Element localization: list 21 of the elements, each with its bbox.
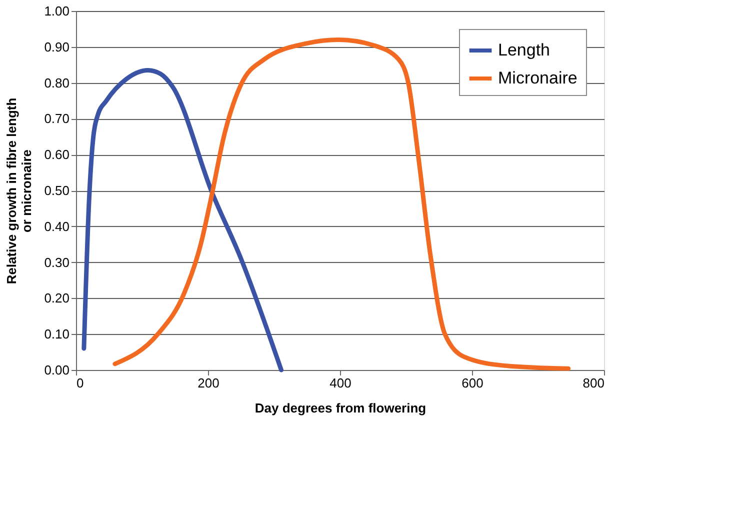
y-tick-label: 0.10 <box>44 326 70 342</box>
y-tick-label: 0.20 <box>44 290 70 306</box>
y-tick-label: 1.00 <box>44 4 70 18</box>
x-axis-title: Day degrees from flowering <box>254 400 426 416</box>
y-tick-label: 0.80 <box>44 75 70 90</box>
y-tick-label: 0.50 <box>44 183 70 198</box>
y-tick-label: 0.30 <box>44 254 70 270</box>
y-axis-title: Relative growth in fibre length or micronaire <box>4 98 34 284</box>
legend-label: Micronaire <box>498 68 578 88</box>
x-tick-label: 800 <box>582 376 604 390</box>
x-tick-label: 600 <box>462 376 484 390</box>
x-tick-label: 400 <box>330 376 352 390</box>
line-series <box>82 68 284 372</box>
y-tick-label: 0.90 <box>44 39 70 54</box>
y-tick-label: 0.60 <box>44 147 70 162</box>
y-tick-label: 0.70 <box>44 111 70 126</box>
y-tick-label: 0.40 <box>44 218 70 234</box>
x-tick-label: 0 <box>76 376 84 390</box>
legend-label: Length <box>498 40 550 60</box>
y-tick-label: 0.00 <box>44 362 70 378</box>
x-tick-label: 200 <box>198 376 220 390</box>
